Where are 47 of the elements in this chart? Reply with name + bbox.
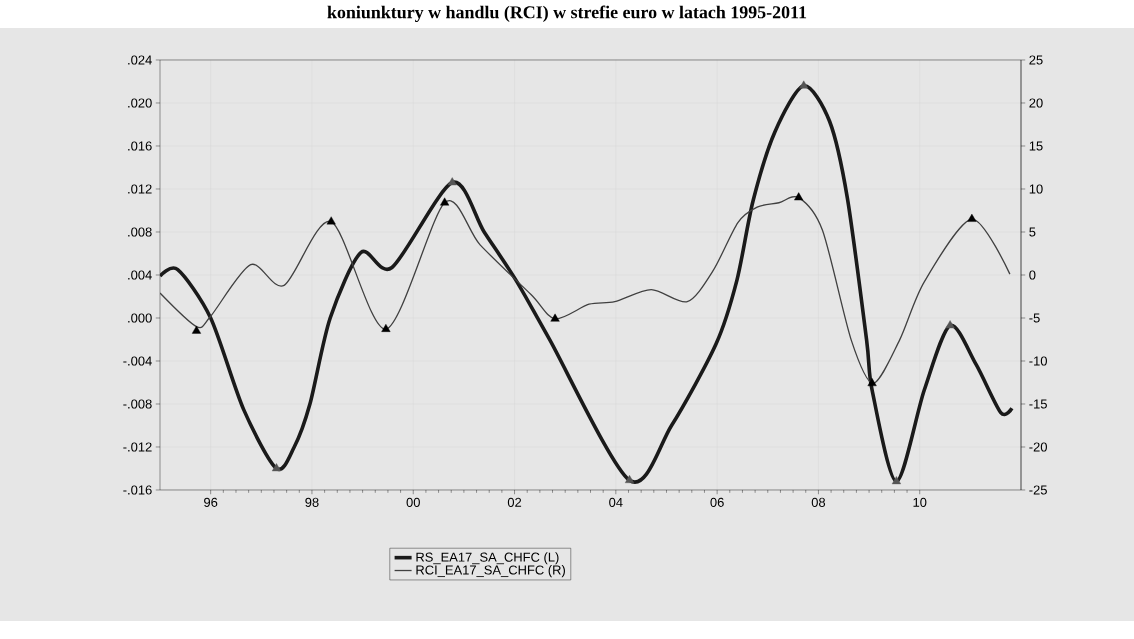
x-tick-label: 06 <box>710 497 724 507</box>
point <box>891 476 901 485</box>
y2-tick-label: -25 <box>1029 485 1047 495</box>
chart-title: koniunktury w handlu (RCI) w strefie euro w latach 1995-2011 <box>327 5 807 23</box>
point <box>326 216 336 225</box>
point <box>967 213 977 222</box>
y2-tick-label: 10 <box>1029 184 1043 194</box>
y-tick-label: .020 <box>128 98 152 108</box>
y2-tick-label: 20 <box>1029 98 1043 108</box>
y2-tick-label: -10 <box>1029 356 1047 366</box>
y-tick-label: -.012 <box>123 442 152 452</box>
y2-tick-label: -20 <box>1029 442 1047 452</box>
point <box>447 177 457 186</box>
y2-tick-label: 5 <box>1029 227 1036 237</box>
point <box>794 192 804 201</box>
y-tick-label: .016 <box>128 141 152 151</box>
x-tick-label: 02 <box>507 497 522 507</box>
x-tick-label: 08 <box>811 497 826 507</box>
x-tick-label: 96 <box>204 497 218 507</box>
y-tick-label: .004 <box>128 270 152 280</box>
y-tick-label: .008 <box>128 227 152 237</box>
legend-label: RS_EA17_SA_CHFC (L) <box>416 552 559 565</box>
point <box>550 313 560 322</box>
point <box>799 80 809 89</box>
point <box>191 325 202 334</box>
y-tick-label: -.016 <box>123 485 152 495</box>
point <box>381 323 391 332</box>
y2-tick-label: 15 <box>1029 141 1043 151</box>
x-tick-label: 00 <box>406 497 420 507</box>
point <box>945 320 955 329</box>
y-tick-label: -.008 <box>123 399 152 409</box>
x-tick-label: 04 <box>609 497 623 507</box>
y-tick-label: .024 <box>128 55 152 65</box>
x-tick-label: 10 <box>913 497 927 507</box>
y-tick-label: -.004 <box>123 356 152 366</box>
y2-tick-label: 25 <box>1029 55 1043 65</box>
point <box>440 197 450 206</box>
legend-label: RCI_EA17_SA_CHFC (R) <box>416 565 565 578</box>
x-tick-label: 98 <box>305 497 319 507</box>
y2-tick-label: -15 <box>1029 399 1047 409</box>
y2-tick-label: 0 <box>1029 270 1036 280</box>
y2-tick-label: -5 <box>1029 313 1040 323</box>
point <box>867 378 877 387</box>
y-tick-label: .000 <box>128 313 152 323</box>
y-tick-label: .012 <box>128 184 152 194</box>
point <box>624 475 635 484</box>
point <box>271 463 282 472</box>
